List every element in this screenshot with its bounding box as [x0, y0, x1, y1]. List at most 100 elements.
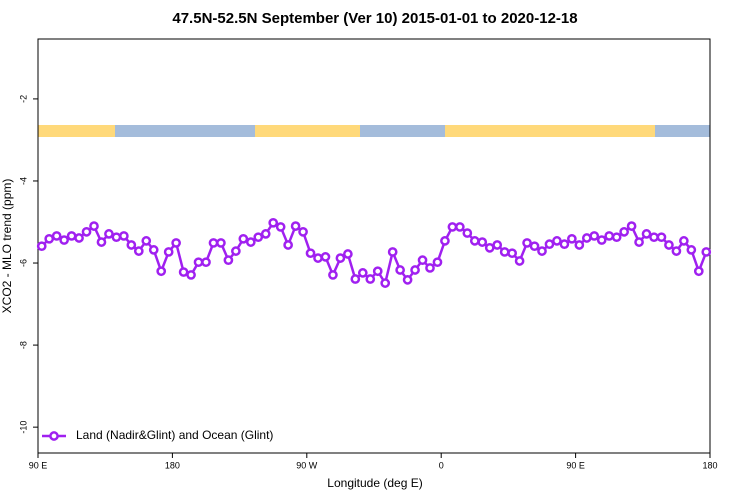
data-point	[387, 247, 398, 257]
x-tick-label: 180	[702, 460, 717, 470]
data-point	[380, 278, 391, 288]
y-tick-label: -8	[18, 341, 28, 349]
data-point	[634, 237, 644, 247]
data-point	[484, 242, 495, 253]
data-point	[664, 240, 674, 250]
data-point	[148, 245, 159, 255]
data-point	[89, 221, 99, 231]
data-point	[171, 238, 181, 248]
data-point	[589, 231, 600, 241]
data-point	[350, 274, 361, 284]
data-point	[268, 217, 279, 228]
data-point	[507, 248, 517, 259]
legend-label: Land (Nadir&Glint) and Ocean (Glint)	[76, 428, 273, 442]
data-point	[201, 257, 211, 268]
x-tick-label: 90 E	[566, 460, 585, 470]
data-point	[74, 233, 84, 243]
data-point	[51, 231, 62, 241]
data-point	[552, 236, 562, 246]
data-point	[36, 241, 47, 252]
data-point	[313, 253, 323, 263]
data-point	[298, 226, 308, 237]
y-tick-label: -6	[18, 259, 28, 267]
data-point	[156, 266, 167, 277]
data-point	[275, 222, 286, 232]
chart-title: 47.5N-52.5N September (Ver 10) 2015-01-0…	[172, 10, 577, 27]
data-point	[492, 240, 503, 250]
data-point	[283, 240, 293, 250]
data-point	[343, 249, 353, 259]
data-point	[477, 237, 488, 247]
data-point	[245, 237, 256, 247]
data-point	[469, 236, 480, 246]
data-point	[462, 228, 473, 238]
data-point	[417, 255, 428, 266]
legend-marker	[49, 431, 59, 441]
data-point	[686, 245, 697, 255]
data-point	[335, 253, 346, 263]
data-point	[44, 233, 55, 244]
data-point	[238, 233, 249, 244]
x-tick-label: 90 W	[296, 460, 318, 470]
land-ocean-strip	[38, 125, 710, 137]
data-point	[260, 229, 271, 239]
x-tick-label: 0	[439, 460, 444, 470]
data-point	[499, 247, 510, 257]
data-point	[447, 222, 458, 232]
data-point	[141, 236, 152, 246]
y-axis-label: XCO2 - MLO trend (ppm)	[0, 179, 14, 314]
data-point	[193, 257, 204, 268]
data-point	[611, 232, 622, 243]
data-point	[656, 232, 667, 243]
data-point	[529, 241, 540, 252]
data-point	[133, 246, 144, 256]
data-point	[514, 256, 525, 266]
data-point	[290, 221, 301, 231]
data-point	[574, 240, 585, 250]
data-point	[365, 274, 376, 284]
data-point	[126, 240, 137, 250]
x-tick-label: 90 E	[29, 460, 48, 470]
data-point	[320, 252, 331, 262]
data-point	[357, 268, 368, 278]
data-point	[559, 239, 570, 250]
data-point	[440, 236, 450, 246]
data-point	[604, 231, 615, 241]
plot-frame	[37, 38, 711, 454]
data-point	[305, 248, 316, 259]
data-point	[186, 270, 196, 280]
data-point	[59, 235, 69, 245]
data-point	[208, 238, 219, 248]
data-point	[410, 265, 420, 275]
data-point	[679, 236, 689, 246]
data-point	[216, 238, 226, 248]
x-axis-label: Longitude (deg E)	[327, 476, 422, 490]
data-point	[328, 270, 338, 280]
data-point	[455, 222, 465, 232]
data-point	[701, 247, 712, 257]
data-point	[104, 229, 114, 239]
x-tick-label: 180	[165, 460, 180, 470]
data-point	[581, 233, 592, 243]
y-tick-label: -2	[18, 95, 28, 103]
data-point	[693, 266, 704, 277]
data-point	[425, 263, 435, 273]
data-point	[522, 238, 532, 248]
data-point	[119, 231, 129, 241]
data-point	[626, 221, 637, 231]
data-point	[537, 246, 547, 256]
data-point	[372, 266, 383, 277]
data-point	[231, 246, 241, 256]
data-point	[596, 235, 607, 245]
data-point	[671, 246, 682, 256]
data-point	[66, 231, 77, 241]
data-point	[649, 232, 659, 243]
data-point	[402, 275, 413, 285]
data-point	[432, 257, 443, 268]
data-point	[567, 233, 577, 244]
data-point	[81, 226, 92, 237]
data-point	[641, 229, 652, 239]
data-point	[619, 226, 629, 237]
data-point	[111, 232, 122, 243]
